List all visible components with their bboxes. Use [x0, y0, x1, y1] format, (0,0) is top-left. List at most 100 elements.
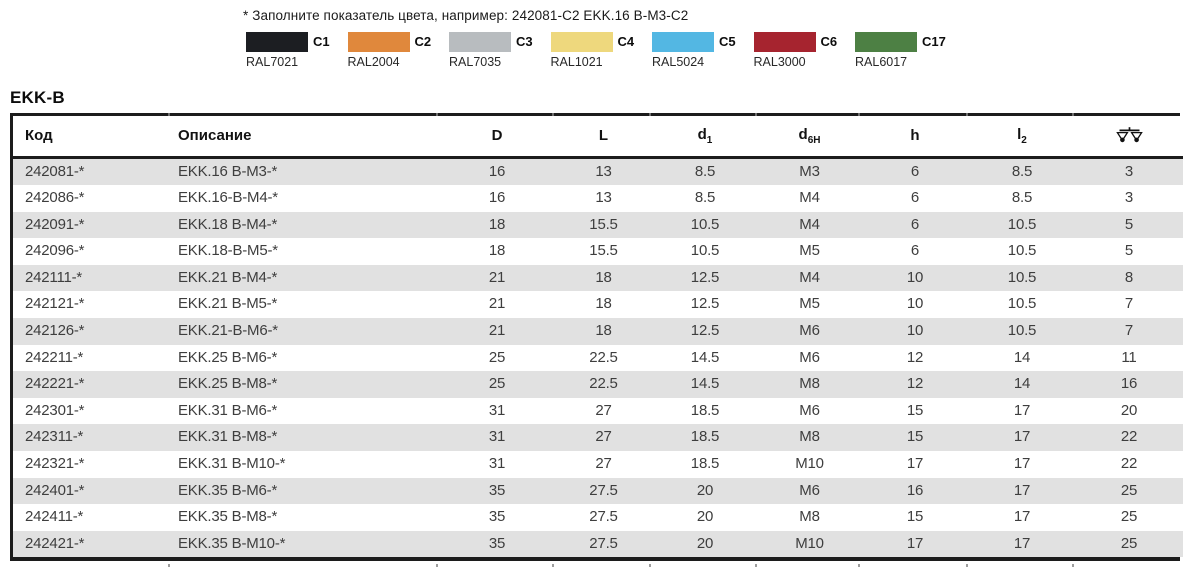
- cell-description: EKK.18 B-M4-*: [178, 215, 278, 233]
- cell-description: EKK.21-B-M6-*: [178, 322, 278, 340]
- cell-d1: 18.5: [690, 401, 720, 419]
- swatch-ral-label: RAL7035: [449, 55, 502, 69]
- cell-h: 12: [906, 375, 924, 393]
- col-header-label: D: [491, 127, 503, 145]
- cell-D: 21: [488, 268, 506, 286]
- cell-l2: 17: [1013, 455, 1031, 473]
- cell-l2: 10.5: [1007, 242, 1037, 260]
- cell-d1: 14.5: [690, 375, 720, 393]
- cell-code: 242401-*: [25, 481, 85, 499]
- cell-weight: 22: [1120, 428, 1138, 446]
- cell-code: 242421-*: [25, 534, 85, 552]
- cell-L: 27: [595, 455, 612, 473]
- column-divider-tick: [649, 113, 651, 116]
- cell-l2: 17: [1013, 534, 1031, 552]
- cell-weight: 3: [1124, 189, 1134, 207]
- cell-L: 22.5: [589, 375, 618, 393]
- cell-d1: 20: [696, 534, 714, 552]
- cell-L: 27: [595, 401, 612, 419]
- table-row: 242321-* EKK.31 B-M10-* 31 27 18.5 M10 17 17 22: [13, 451, 1183, 478]
- col-header-label: Описание: [178, 127, 252, 145]
- cell-h: 6: [910, 189, 920, 207]
- swatch-code-label: C17: [922, 34, 946, 49]
- cell-d6H: M8: [799, 428, 820, 446]
- col-header-subscript: 2: [1021, 134, 1027, 146]
- cell-code: 242091-*: [25, 215, 85, 233]
- column-divider-tick: [168, 113, 170, 116]
- cell-d6H: M4: [799, 189, 820, 207]
- cell-description: EKK.31 B-M6-*: [178, 401, 278, 419]
- cell-code: 242081-*: [25, 162, 85, 180]
- column-divider-tick: [858, 564, 860, 567]
- cell-D: 18: [488, 242, 506, 260]
- cell-description: EKK.16 B-M3-*: [178, 162, 278, 180]
- swatch-code-label: C2: [414, 34, 432, 49]
- cell-description: EKK.25 B-M6-*: [178, 348, 278, 366]
- cell-description: EKK.18-B-M5-*: [178, 242, 278, 260]
- table-row: 242091-* EKK.18 B-M4-* 18 15.5 10.5 M4 6 10.5 5: [13, 211, 1183, 239]
- cell-D: 16: [488, 162, 506, 180]
- cell-D: 25: [488, 348, 506, 366]
- col-header-weight: [1075, 116, 1183, 157]
- table-row: 242096-* EKK.18-B-M5-* 18 15.5 10.5 M5 6 10.5 5: [13, 238, 1183, 265]
- color-swatch: [652, 32, 714, 52]
- cell-d6H: M8: [799, 508, 820, 526]
- swatch-ral-label: RAL1021: [550, 55, 603, 69]
- cell-l2: 17: [1013, 401, 1031, 419]
- cell-d6H: M4: [799, 268, 820, 286]
- cell-d1: 8.5: [694, 189, 716, 207]
- swatch-code-label: C5: [719, 34, 736, 49]
- weight-scale-icon: [1115, 127, 1143, 143]
- table-row: 242126-* EKK.21-B-M6-* 21 18 12.5 M6 10 10.5 7: [13, 318, 1183, 345]
- cell-D: 21: [488, 322, 506, 340]
- col-header-h: h: [861, 116, 969, 157]
- cell-L: 18: [595, 322, 612, 340]
- cell-h: 15: [906, 508, 924, 526]
- cell-D: 18: [488, 215, 506, 233]
- cell-weight: 8: [1124, 268, 1134, 286]
- col-header-description: Описание: [171, 116, 439, 157]
- cell-d6H: M10: [795, 534, 824, 552]
- col-header-L: L: [555, 116, 652, 157]
- swatch-row: C5: [652, 32, 754, 52]
- cell-h: 12: [906, 348, 924, 366]
- color-note: * Заполните показатель цвета, например: …: [243, 8, 689, 23]
- column-divider-tick: [1072, 113, 1074, 116]
- cell-description: EKK.35 B-M8-*: [178, 508, 278, 526]
- cell-l2: 14: [1013, 348, 1031, 366]
- swatch-row: C2: [347, 32, 450, 52]
- cell-weight: 25: [1120, 534, 1138, 552]
- column-divider-tick: [168, 564, 170, 567]
- col-header-label: d: [798, 125, 808, 143]
- col-header-code: Код: [13, 116, 171, 157]
- col-header-subscript: 6H: [807, 134, 821, 146]
- cell-d6H: M6: [799, 401, 820, 419]
- table-row: 242221-* EKK.25 B-M8-* 25 22.5 14.5 M8 12 14 16: [13, 371, 1183, 398]
- cell-D: 35: [488, 534, 506, 552]
- cell-l2: 17: [1013, 481, 1031, 499]
- swatch-ral-label: RAL5024: [652, 55, 705, 69]
- color-swatch-group: C2 RAL2004: [347, 32, 450, 69]
- cell-d6H: M6: [799, 481, 820, 499]
- swatch-ral-label: RAL3000: [753, 55, 806, 69]
- cell-h: 6: [910, 242, 920, 260]
- column-divider-tick: [649, 564, 651, 567]
- cell-weight: 22: [1120, 455, 1138, 473]
- cell-d6H: M6: [799, 348, 820, 366]
- series-title: EKK-B: [10, 88, 65, 107]
- color-swatch-group: C1 RAL7021: [246, 32, 348, 69]
- cell-d1: 20: [696, 481, 714, 499]
- cell-code: 242311-*: [25, 428, 84, 446]
- cell-D: 25: [488, 375, 506, 393]
- cell-L: 15.5: [589, 242, 618, 260]
- cell-description: EKK.21 B-M5-*: [178, 295, 278, 313]
- cell-weight: 16: [1120, 375, 1138, 393]
- cell-d1: 18.5: [690, 428, 720, 446]
- cell-description: EKK.25 B-M8-*: [178, 375, 278, 393]
- cell-d1: 18.5: [690, 455, 720, 473]
- cell-description: EKK.35 B-M10-*: [178, 534, 286, 552]
- cell-l2: 10.5: [1007, 215, 1037, 233]
